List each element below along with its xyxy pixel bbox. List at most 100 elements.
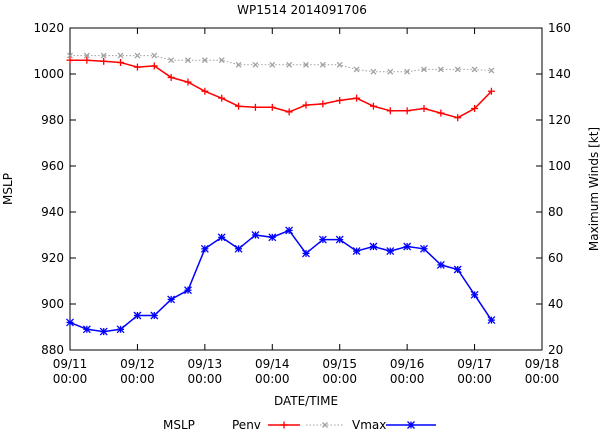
data-point	[201, 57, 208, 64]
y-tick-label: 980	[41, 113, 64, 127]
data-point	[487, 316, 496, 325]
data-point	[234, 244, 243, 253]
data-point	[369, 242, 378, 251]
y-axis: 880 900 920 940 960 980 1000 1020	[33, 21, 76, 357]
data-point	[167, 73, 175, 81]
x-tick-label-time: 00:00	[457, 372, 492, 386]
data-point	[403, 107, 411, 115]
data-point	[268, 233, 277, 242]
data-point	[437, 109, 445, 117]
legend: MSLP Penv Vmax	[163, 418, 436, 432]
x-tick-label-date: 09/17	[457, 357, 492, 371]
y-tick-label: 1000	[33, 67, 64, 81]
data-point	[168, 57, 175, 64]
data-point	[151, 52, 158, 59]
data-point	[285, 108, 293, 116]
y-axis-label: MSLP	[1, 173, 15, 205]
data-point	[404, 68, 411, 75]
series-unnamed-1	[67, 52, 495, 75]
data-point	[251, 103, 259, 111]
legend-title: MSLP	[163, 418, 195, 432]
data-point	[454, 66, 461, 73]
y2-tick-label: 100	[548, 159, 571, 173]
y2-tick-label: 140	[548, 67, 571, 81]
legend-label: Penv	[232, 418, 261, 432]
data-point	[66, 318, 74, 327]
data-point	[319, 100, 327, 108]
data-point	[303, 61, 309, 68]
data-point	[322, 422, 328, 428]
legend-label: Vmax	[352, 418, 386, 432]
data-point	[319, 61, 326, 68]
data-point	[335, 235, 344, 244]
data-point	[217, 233, 226, 242]
y-tick-label: 960	[41, 159, 64, 173]
data-point	[185, 57, 191, 64]
x-axis: 09/1100:0009/1200:0009/1300:0009/1400:00…	[53, 28, 560, 386]
data-point	[66, 56, 74, 64]
y2-axis: 20 40 60 80 100 120 140 160	[536, 21, 571, 357]
y-tick-label: 900	[41, 297, 64, 311]
data-point	[83, 52, 90, 59]
x-tick-label-time: 00:00	[255, 372, 290, 386]
data-point	[471, 66, 478, 73]
data-point	[100, 57, 108, 65]
y2-tick-label: 60	[548, 251, 563, 265]
data-point	[436, 260, 445, 269]
x-tick-label-date: 09/11	[53, 357, 88, 371]
data-point	[302, 101, 310, 109]
data-point	[387, 68, 394, 75]
data-point	[67, 52, 73, 59]
data-point	[370, 68, 377, 75]
data-point	[117, 52, 124, 59]
y-tick-label: 880	[41, 343, 64, 357]
series-line	[70, 55, 492, 73]
x-tick-label-date: 09/18	[525, 357, 560, 371]
data-point	[83, 56, 91, 64]
x-tick-label-time: 00:00	[525, 372, 560, 386]
data-point	[133, 311, 142, 320]
series-layer	[66, 52, 496, 336]
x-tick-label-time: 00:00	[390, 372, 425, 386]
data-point	[353, 66, 360, 73]
data-point	[150, 311, 159, 320]
series-vmax	[66, 226, 496, 336]
data-point	[99, 327, 108, 336]
data-point	[235, 61, 242, 68]
x-tick-label-time: 00:00	[188, 372, 223, 386]
data-point	[407, 421, 415, 429]
data-point	[386, 247, 395, 256]
data-point	[471, 105, 479, 112]
data-point	[184, 78, 192, 86]
data-point	[403, 242, 412, 251]
data-point	[184, 286, 192, 295]
x-tick-label-time: 00:00	[120, 372, 155, 386]
data-point	[386, 107, 394, 115]
data-point	[318, 235, 327, 244]
data-point	[285, 226, 294, 235]
data-point	[268, 103, 276, 111]
data-point	[353, 94, 361, 102]
y2-tick-label: 20	[548, 343, 563, 357]
plot-frame	[69, 27, 543, 351]
data-point	[218, 94, 226, 102]
data-point	[453, 265, 462, 274]
data-point	[286, 61, 293, 68]
data-point	[421, 66, 427, 73]
chart-title: WP1514 2014091706	[237, 3, 367, 17]
y2-axis-label: Maximum Winds [kt]	[587, 127, 601, 251]
data-point	[82, 325, 91, 334]
data-point	[133, 63, 141, 71]
series-penv	[66, 56, 495, 122]
y-tick-label: 940	[41, 205, 64, 219]
data-point	[252, 61, 259, 68]
data-point	[218, 57, 225, 64]
data-point	[437, 66, 444, 73]
series-line	[70, 59, 492, 119]
data-point	[454, 114, 462, 122]
data-point	[470, 290, 479, 299]
data-point	[201, 87, 209, 95]
data-point	[100, 52, 107, 59]
x-tick-label-date: 09/16	[390, 357, 425, 371]
